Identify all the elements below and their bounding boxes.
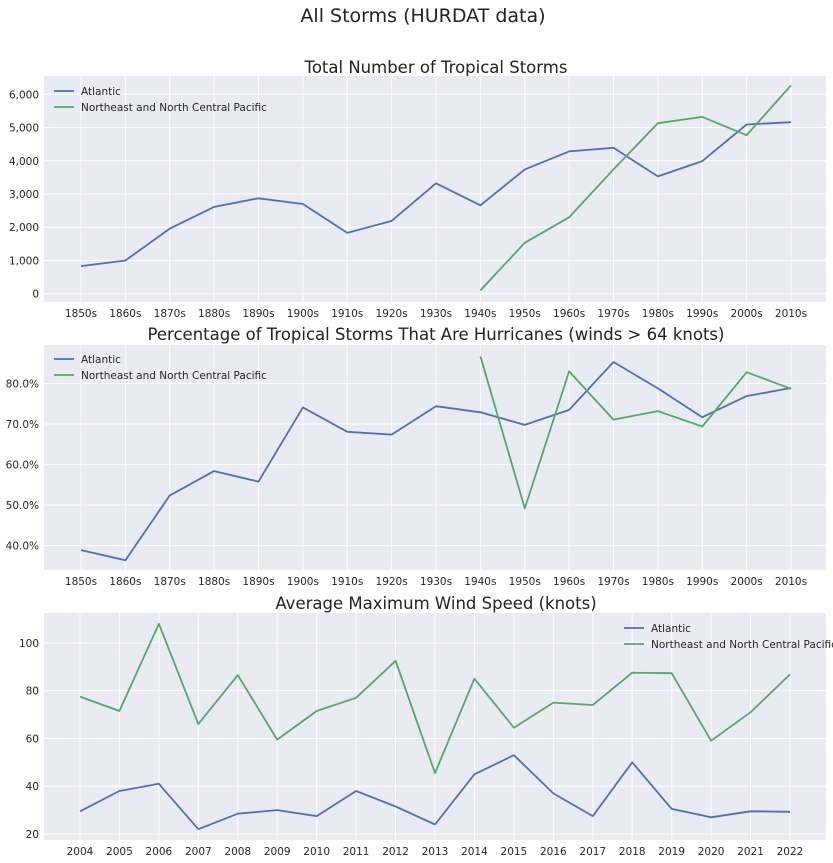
chart-1-y-tick-label: 50.0% [6,500,39,512]
chart-0-x-tick-label: 1880s [198,308,230,320]
chart-1-series-line-atlantic [80,361,792,562]
chart-1-x-tick-label: 1880s [198,576,230,588]
chart-1-y-tick-label: 70.0% [6,419,39,431]
chart-average-wind-speed: Average Maximum Wind Speed (knots) 2004 2… [19,594,833,858]
chart-0-series-line-atlantic [80,121,792,267]
chart-2-x-tick-label: 2012 [382,846,409,858]
chart-2-y-tick-label: 40 [26,781,39,793]
chart-2-series-line-atlantic [79,754,791,831]
chart-2-x-tick-label: 2008 [224,846,251,858]
chart-2-legend-label-northeast-and-north-central-pacific: Northeast and North Central Pacific [651,639,833,651]
chart-2-series-line-northeast-and-north-central-pacific [79,622,791,774]
figure-title: All Storms (HURDAT data) [300,5,545,27]
chart-0-x-tick-label: 1910s [331,308,363,320]
chart-2-y-tick-label: 20 [26,829,39,841]
chart-2-x-tick-label: 2010 [303,846,330,858]
chart-total-storms-title: Total Number of Tropical Storms [304,58,568,77]
chart-0-x-tick-label: 1850s [65,308,97,320]
chart-2-x-tick-label: 2004 [67,846,94,858]
chart-1-x-tick-label: 1860s [109,576,141,588]
chart-0-y-tick-label: 2,000 [9,222,39,234]
chart-2-x-tick-label: 2017 [579,846,606,858]
chart-2-x-tick-label: 2013 [422,846,449,858]
chart-1-x-tick-label: 1960s [553,576,585,588]
chart-1-x-tick-label: 1990s [686,576,718,588]
chart-1-legend-label-northeast-and-north-central-pacific: Northeast and North Central Pacific [81,370,267,382]
chart-1-x-tick-label: 1930s [420,576,452,588]
chart-average-wind-speed-title: Average Maximum Wind Speed (knots) [275,594,596,613]
chart-1-x-tick-label: 2010s [775,576,807,588]
chart-2-x-tick-label: 2018 [619,846,646,858]
chart-hurricane-percentage-title: Percentage of Tropical Storms That Are H… [148,325,725,344]
chart-2-legend-label-atlantic: Atlantic [651,623,691,635]
chart-1-y-tick-label: 60.0% [6,460,39,472]
chart-2-y-tick-label: 60 [26,733,39,745]
chart-0-x-tick-label: 1960s [553,308,585,320]
chart-2-x-tick-label: 2005 [106,846,133,858]
chart-2-y-tick-label: 100 [19,638,39,650]
chart-0-y-tick-label: 0 [32,289,39,301]
chart-2-x-tick-label: 2015 [501,846,528,858]
chart-1-x-tick-label: 1950s [509,576,541,588]
chart-0-y-tick-label: 4,000 [9,156,39,168]
chart-0-x-tick-label: 1930s [420,308,452,320]
chart-2-x-tick-label: 2009 [264,846,291,858]
chart-2-x-tick-label: 2021 [737,846,764,858]
chart-2-x-tick-label: 2011 [343,846,370,858]
chart-1-x-tick-label: 1940s [464,576,496,588]
chart-0-legend-label-atlantic: Atlantic [81,86,121,98]
chart-0-y-tick-label: 3,000 [9,189,39,201]
chart-total-storms: Total Number of Tropical Storms 1850s 186… [9,58,826,320]
chart-1-x-tick-label: 1870s [154,576,186,588]
chart-2-x-tick-label: 2007 [185,846,212,858]
chart-1-x-tick-label: 1910s [331,576,363,588]
chart-1-x-tick-label: 1900s [287,576,319,588]
chart-0-x-tick-label: 1920s [376,308,408,320]
chart-0-x-tick-label: 1870s [154,308,186,320]
chart-0-x-tick-label: 2010s [775,308,807,320]
chart-1-x-tick-label: 1850s [65,576,97,588]
chart-1-x-tick-label: 1970s [597,576,629,588]
chart-hurricane-percentage: Percentage of Tropical Storms That Are H… [6,325,826,588]
chart-1-y-tick-label: 80.0% [6,379,39,391]
chart-1-legend: Atlantic Northeast and North Central Paci… [54,354,267,382]
chart-0-x-tick-label: 1860s [109,308,141,320]
chart-2-y-tick-label: 80 [26,686,39,698]
chart-2-x-tick-label: 2020 [698,846,725,858]
chart-0-x-tick-label: 2000s [731,308,763,320]
chart-0-y-tick-label: 6,000 [9,89,39,101]
chart-0-x-tick-label: 1950s [509,308,541,320]
chart-0-y-tick-label: 1,000 [9,255,39,267]
chart-0-x-tick-label: 1980s [642,308,674,320]
chart-0-series-line-northeast-and-north-central-pacific [479,84,792,292]
chart-0-x-tick-label: 1890s [242,308,274,320]
chart-1-x-tick-label: 1890s [242,576,274,588]
chart-0-y-tick-label: 5,000 [9,123,39,135]
chart-0-x-tick-label: 1990s [686,308,718,320]
chart-0-x-tick-label: 1970s [597,308,629,320]
chart-1-y-tick-label: 40.0% [6,541,39,553]
chart-0-x-tick-label: 1900s [287,308,319,320]
chart-1-legend-label-atlantic: Atlantic [81,354,121,366]
chart-1-plot-area [44,345,826,570]
chart-2-x-tick-label: 2014 [461,846,488,858]
chart-1-series-line-northeast-and-north-central-pacific [479,356,792,510]
chart-0-x-tick-label: 1940s [464,308,496,320]
chart-1-x-tick-label: 2000s [731,576,763,588]
chart-0-legend: Atlantic Northeast and North Central Paci… [54,86,267,114]
chart-1-x-tick-label: 1980s [642,576,674,588]
chart-2-legend: Atlantic Northeast and North Central Paci… [624,623,833,651]
chart-1-x-tick-label: 1920s [376,576,408,588]
chart-2-x-tick-label: 2019 [658,846,685,858]
chart-2-x-tick-label: 2022 [777,846,804,858]
chart-0-plot-area [44,76,826,302]
chart-2-x-tick-label: 2016 [540,846,567,858]
chart-0-legend-label-northeast-and-north-central-pacific: Northeast and North Central Pacific [81,102,267,114]
chart-2-x-tick-label: 2006 [146,846,173,858]
